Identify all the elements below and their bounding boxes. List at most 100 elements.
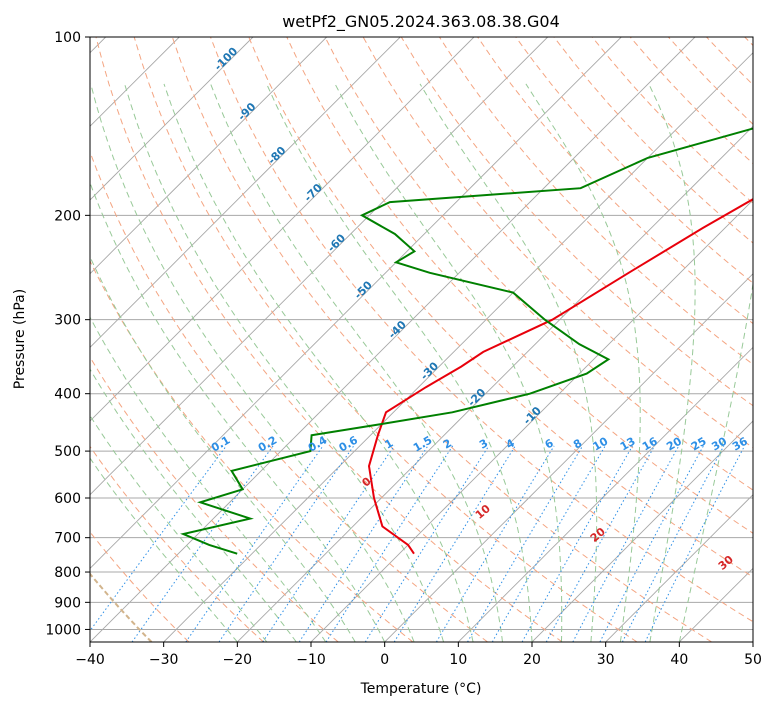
moist-adiabat-label: -40: [386, 318, 409, 341]
dry-adiabat-line: [515, 37, 753, 284]
dry-adiabat-line: [706, 37, 753, 86]
y-tick-label: 1000: [45, 622, 81, 638]
dewpoint-profile: [180, 127, 753, 555]
isotherm-line: [752, 641, 753, 642]
dry-adiabat-line: [286, 37, 753, 534]
x-tick-label: 20: [523, 652, 541, 668]
moist-adiabat-line: [266, 83, 533, 642]
dry-adiabat-line: [324, 37, 753, 491]
moist-adiabat-line: [210, 83, 503, 642]
moist-adiabat-line: [90, 83, 415, 642]
isotherm-line: [163, 52, 753, 642]
moist-adiabat-label: -20: [465, 386, 488, 409]
plot-frame: [89, 36, 754, 643]
moist-adiabat-line: [90, 368, 297, 642]
y-tick-label: 200: [54, 208, 81, 224]
mixing-ratio-line: [467, 445, 584, 642]
moist-adiabat-label: -10: [521, 404, 544, 427]
isotherm-line: [90, 37, 622, 569]
mixing-ratio-line: [545, 445, 656, 642]
y-tick-label: 800: [54, 565, 81, 581]
moist-adiabat-label: -50: [352, 278, 375, 301]
moist-adiabat-line: [648, 83, 696, 642]
x-tick-label: 50: [744, 652, 762, 668]
dry-adiabat-line: [591, 37, 753, 204]
dry-adiabat-line: [668, 37, 753, 125]
y-axis: 100 200 300 400 500 600 700 800 900 1000: [45, 30, 90, 638]
mixing-ratio-line: [521, 445, 633, 642]
x-tick-label: −10: [296, 652, 326, 668]
isotherm-line: [678, 567, 753, 642]
x-tick-label: 10: [449, 652, 467, 668]
mixing-ratio-line: [572, 445, 680, 642]
y-tick-label: 600: [54, 491, 81, 507]
x-tick-label: 0: [380, 652, 389, 668]
dry-adiabat-line: [90, 259, 414, 642]
moist-adiabat-line: [163, 83, 474, 642]
moist-adiabat-label: -80: [265, 144, 288, 167]
mixing-ratio-line: [393, 445, 516, 642]
mixing-ratio-line: [364, 445, 490, 642]
mixing-ratio-line: [325, 445, 454, 642]
moist-adiabat-line: [334, 83, 563, 642]
dry-adiabat-line: [133, 37, 638, 642]
isotherm-line: [90, 37, 475, 422]
moist-adiabat-label: -100: [212, 44, 241, 73]
isotherm-line: [90, 37, 401, 348]
dry-adiabat-line: [744, 37, 753, 47]
moist-adiabat-line: [90, 181, 386, 642]
dry-adiabat-line: [171, 37, 712, 642]
x-tick-label: −30: [149, 652, 179, 668]
isotherm-line: [90, 37, 328, 275]
dry-adiabat-label: 20: [588, 525, 608, 545]
dry-adiabat-line: [248, 37, 753, 578]
mixing-ratio-line: [435, 445, 555, 642]
dry-adiabat-line: [90, 445, 264, 642]
mixing-ratio-line: [621, 445, 725, 642]
isotherm-line: [605, 494, 753, 642]
isotherm-line: [384, 273, 753, 642]
temperature-profile: [367, 198, 753, 555]
dry-adiabat-label: 10: [473, 502, 493, 522]
x-tick-label: 40: [670, 652, 688, 668]
mixing-ratio-line: [599, 445, 704, 642]
isotherm-line: [236, 125, 753, 642]
isotherm-line: [457, 346, 753, 642]
dry-adiabat-line: [210, 37, 753, 623]
isotherm-line: [90, 37, 254, 201]
x-tick-label: −20: [223, 652, 253, 668]
dry-adiabat-line: [90, 356, 339, 642]
mixing-ratio-line: [644, 445, 746, 642]
dry-adiabat-line: [95, 37, 563, 642]
isotherm-line: [90, 37, 549, 496]
mixing-ratio-line: [185, 445, 324, 642]
moist-adiabat-line: [90, 414, 268, 642]
isotherm-line: [90, 37, 696, 642]
dry-adiabat-line: [90, 531, 190, 642]
moist-adiabat-label: -60: [325, 231, 348, 254]
y-tick-label: 300: [54, 313, 81, 329]
moist-adiabat-line: [525, 83, 641, 642]
wet-bulb-zero-line: [90, 572, 153, 642]
moist-adiabat-label: -90: [235, 100, 258, 123]
dry-adiabat-line: [553, 37, 753, 244]
y-axis-label: Pressure (hPa): [12, 289, 28, 389]
x-tick-label: 30: [597, 652, 615, 668]
x-axis-label: Temperature (°C): [360, 681, 482, 697]
dry-adiabat-line: [90, 150, 488, 642]
isotherm-line: [531, 420, 753, 642]
isotherm-line: [310, 199, 753, 642]
mixing-ratio-line: [131, 445, 274, 642]
mixing-ratio-line: [218, 445, 355, 642]
moist-adiabat-line: [90, 316, 327, 642]
chart-title: wetPf2_GN05.2024.363.08.38.G04: [282, 12, 560, 32]
x-tick-label: −40: [75, 652, 105, 668]
y-tick-label: 400: [54, 387, 81, 403]
mixing-ratio-label: 3: [477, 437, 490, 452]
mixing-ratio-label: 2: [441, 437, 454, 452]
moist-adiabat-line: [124, 83, 445, 642]
moist-adiabat-label: -70: [302, 181, 325, 204]
dry-adiabat-label: 30: [716, 553, 736, 573]
mixing-ratio-label: 4: [504, 436, 517, 451]
